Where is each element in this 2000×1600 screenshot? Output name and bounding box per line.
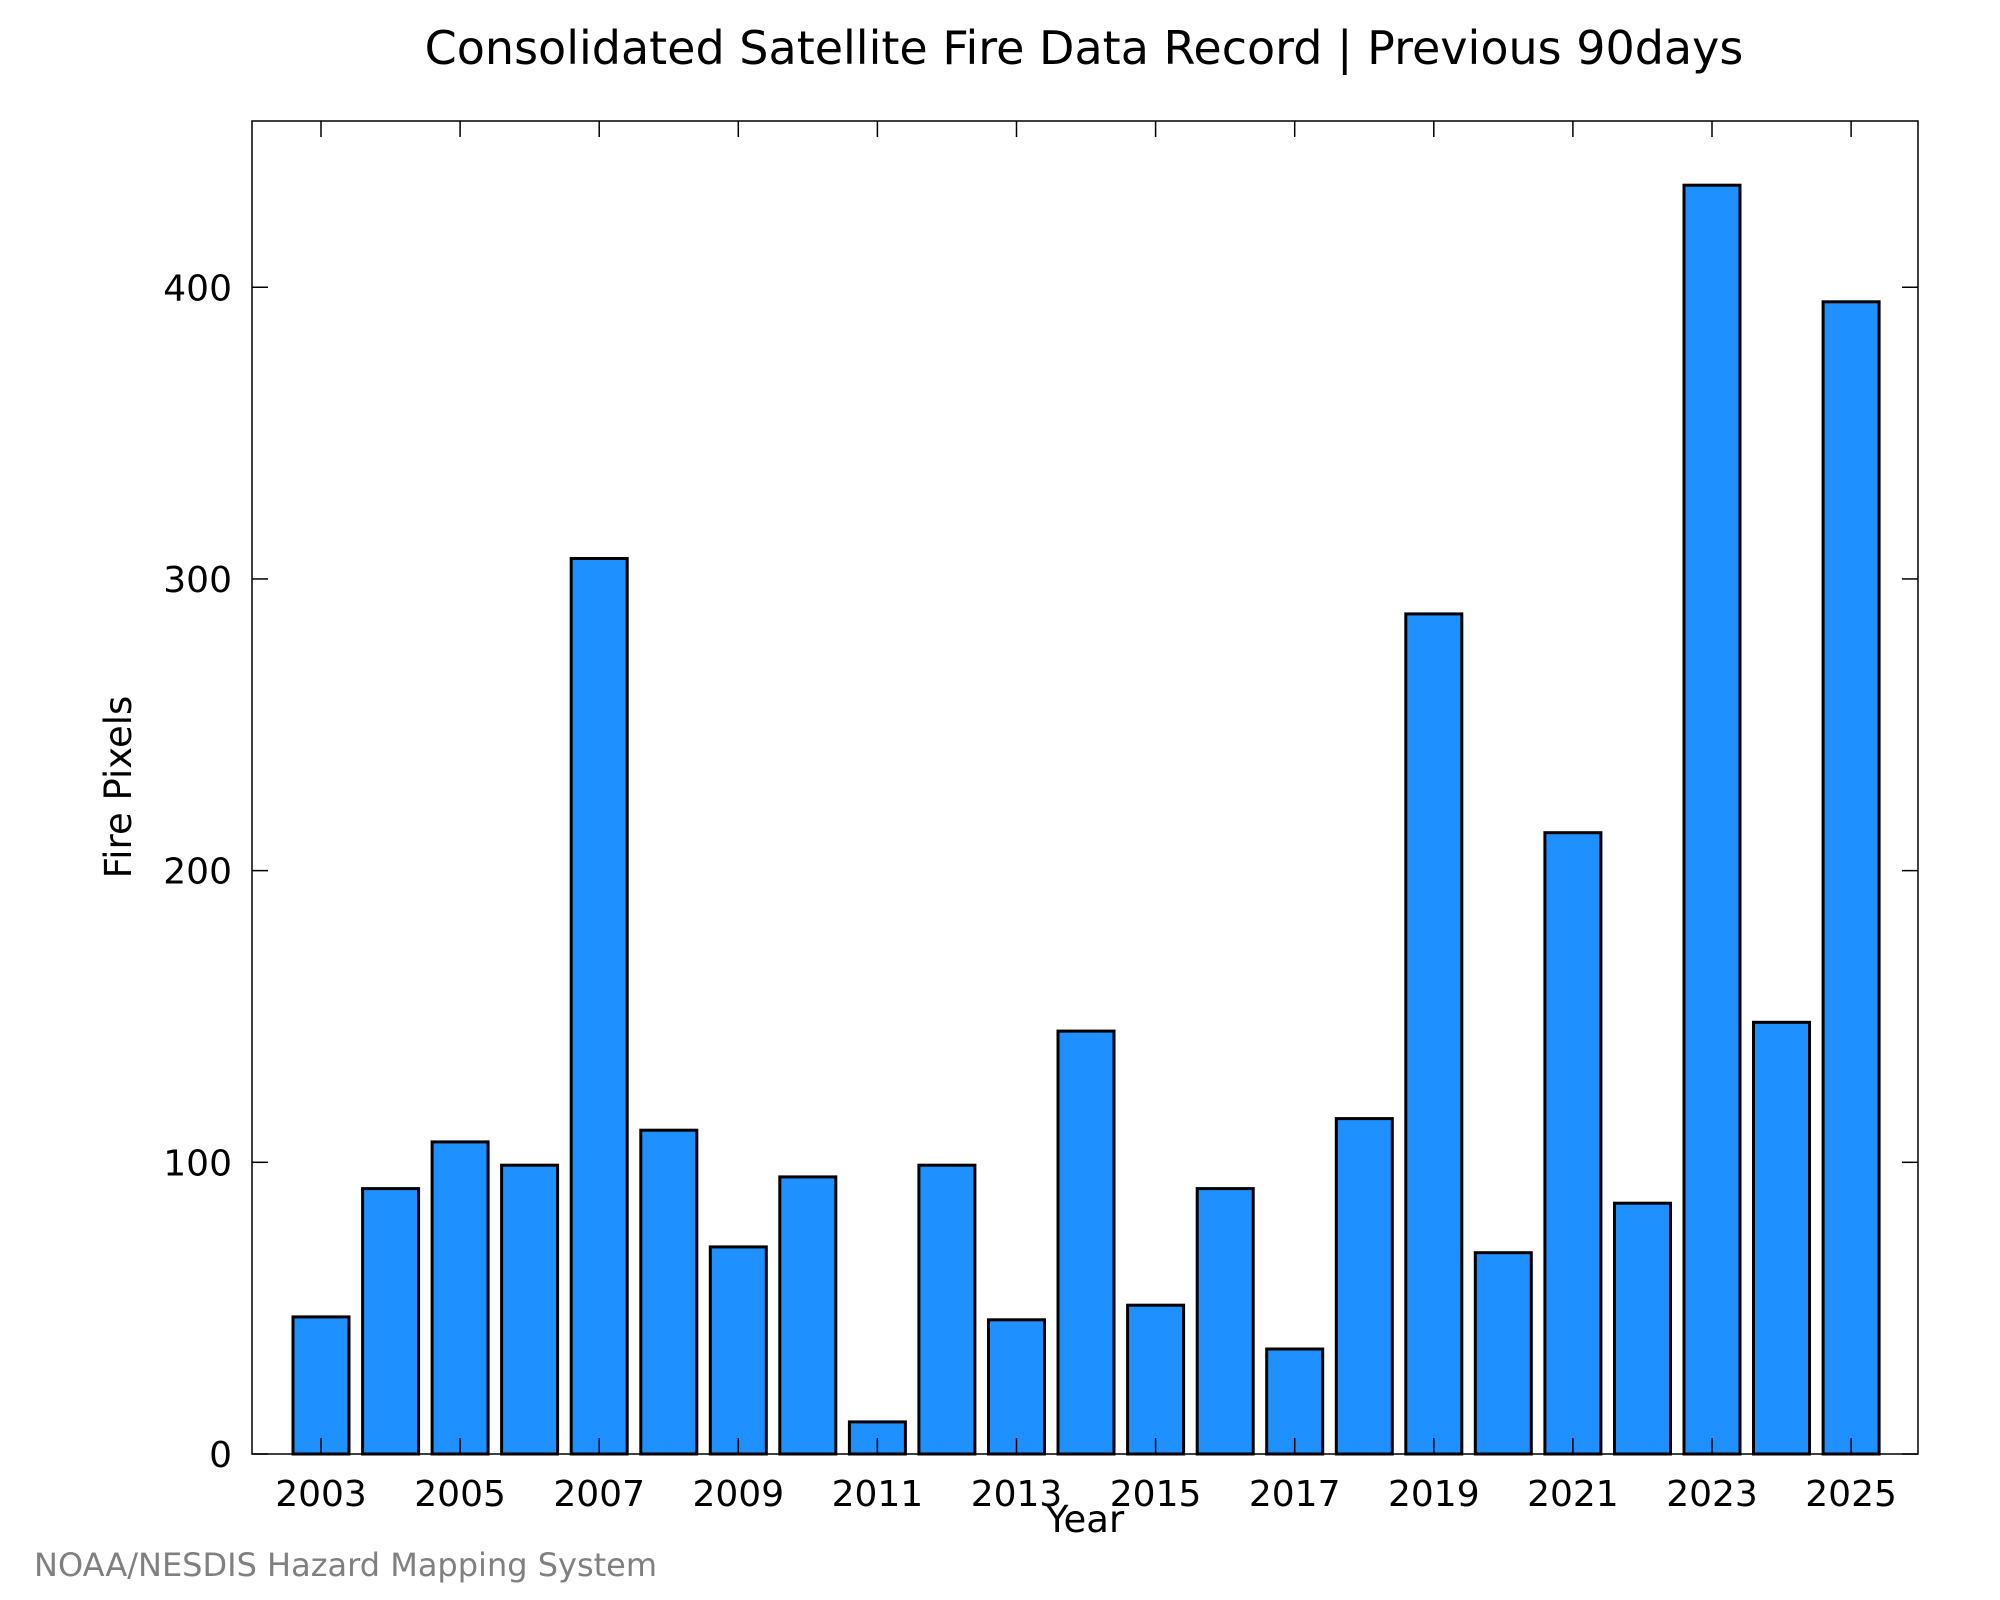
y-tick-label: 0 [209, 1435, 232, 1476]
x-tick-label: 2007 [553, 1474, 645, 1515]
y-tick-label: 100 [163, 1143, 232, 1184]
bar-2010 [778, 1175, 838, 1456]
x-tick-label: 2019 [1388, 1474, 1480, 1515]
ticks-group: 0 100 200 300 400 2003 2005 2007 2009 2011 2013 201… [163, 121, 1918, 1515]
x-tick-label: 2015 [1110, 1474, 1202, 1515]
x-tick-label: 2003 [275, 1474, 367, 1515]
x-tick-label: 2005 [414, 1474, 506, 1515]
bar-2005 [430, 1140, 490, 1456]
x-tick-label: 2011 [832, 1474, 924, 1515]
bar-2013 [987, 1318, 1046, 1456]
bar-2014 [1056, 1029, 1116, 1456]
x-axis-label: Year [1045, 1498, 1125, 1541]
bar-2025 [1821, 300, 1881, 1456]
bar-2023 [1682, 183, 1742, 1456]
bar-2019 [1404, 612, 1464, 1456]
bar-2007 [569, 557, 629, 1456]
chart-title: Consolidated Satellite Fire Data Record … [425, 21, 1744, 76]
x-tick-label: 2013 [971, 1474, 1063, 1515]
bar-2008 [639, 1128, 699, 1456]
plot-frame [251, 120, 1919, 1455]
x-tick-label: 2017 [1249, 1474, 1341, 1515]
bar-2012 [917, 1163, 977, 1456]
y-tick-label: 200 [163, 852, 232, 893]
bar-2021 [1543, 831, 1603, 1456]
x-tick-label: 2025 [1805, 1474, 1897, 1515]
bar-2022 [1613, 1201, 1672, 1456]
x-tick-label: 2009 [692, 1474, 784, 1515]
y-tick-label: 300 [163, 560, 232, 601]
bar-2024 [1752, 1020, 1811, 1456]
y-tick-label: 400 [163, 268, 232, 309]
y-axis-label: Fire Pixels [97, 696, 140, 879]
bar-2018 [1334, 1117, 1394, 1456]
bar-2020 [1473, 1251, 1533, 1456]
bar-2006 [500, 1163, 560, 1456]
bar-2004 [361, 1187, 421, 1456]
bar-2003 [291, 1315, 351, 1456]
x-tick-label: 2021 [1527, 1474, 1619, 1515]
bar-2009 [708, 1245, 768, 1456]
bar-2016 [1195, 1187, 1255, 1456]
bar-2015 [1126, 1303, 1186, 1456]
credit-text: NOAA/NESDIS Hazard Mapping System [34, 1546, 657, 1584]
bars-group [291, 183, 1881, 1456]
x-tick-label: 2023 [1666, 1474, 1758, 1515]
